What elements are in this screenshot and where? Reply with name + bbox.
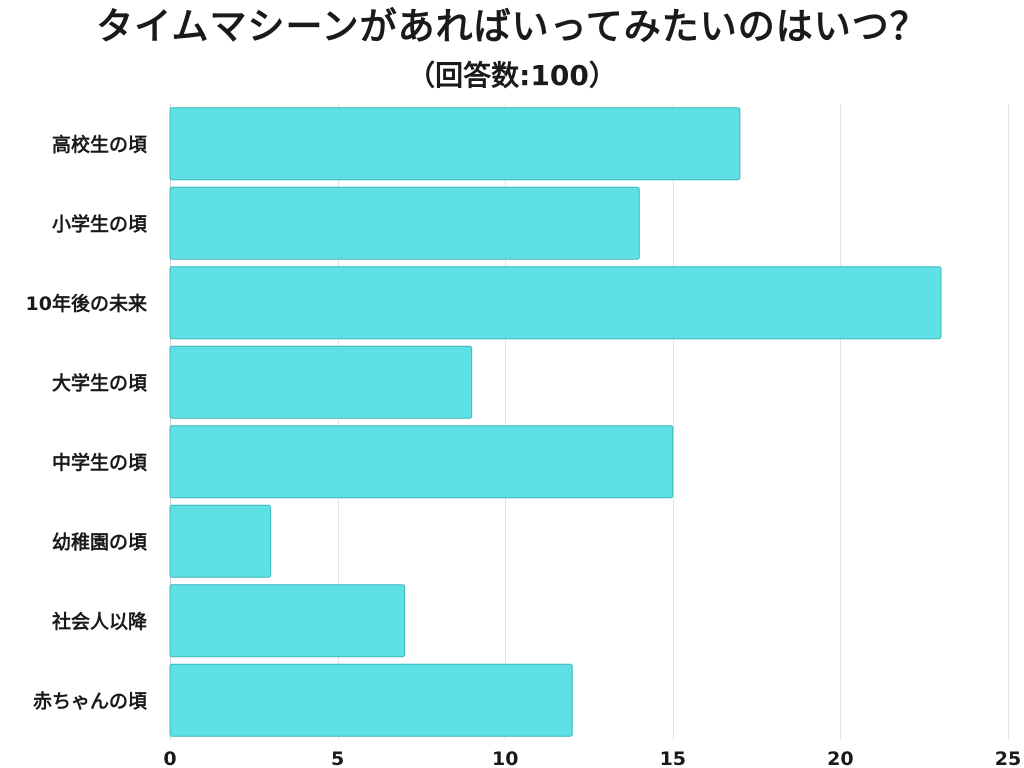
category-label-0: 高校生の頃: [52, 133, 148, 156]
x-tick-label-10: 10: [492, 748, 518, 768]
category-label-1: 小学生の頃: [52, 212, 148, 235]
bar-1: [169, 186, 640, 260]
category-label-7: 赤ちゃんの頃: [33, 690, 148, 712]
category-label-5: 幼稚園の頃: [52, 530, 148, 553]
x-tick-labels: 0 5 10 15 20 25: [163, 748, 1021, 768]
bar-2: [169, 266, 942, 340]
bar-6: [169, 584, 406, 658]
x-tick-label-0: 0: [163, 748, 176, 768]
category-label-4: 中学生の頃: [52, 451, 148, 474]
bar-5: [169, 504, 272, 578]
x-tick-label-5: 5: [331, 748, 344, 768]
chart-subtitle: （回答数:100）: [407, 59, 617, 92]
bars: [169, 107, 942, 737]
x-tick-label-15: 15: [660, 748, 686, 768]
bar-0: [169, 107, 741, 181]
bar-3: [169, 345, 473, 419]
x-tick-label-25: 25: [995, 748, 1021, 768]
category-label-6: 社会人以降: [51, 610, 148, 633]
bar-4: [169, 425, 674, 499]
chart-title: タイムマシーンがあればいってみたいのはいつ？: [96, 5, 928, 48]
category-label-2: 10年後の未来: [26, 292, 147, 315]
bar-7: [169, 663, 573, 737]
x-tick-label-20: 20: [827, 748, 853, 768]
category-label-3: 大学生の頃: [52, 371, 148, 394]
